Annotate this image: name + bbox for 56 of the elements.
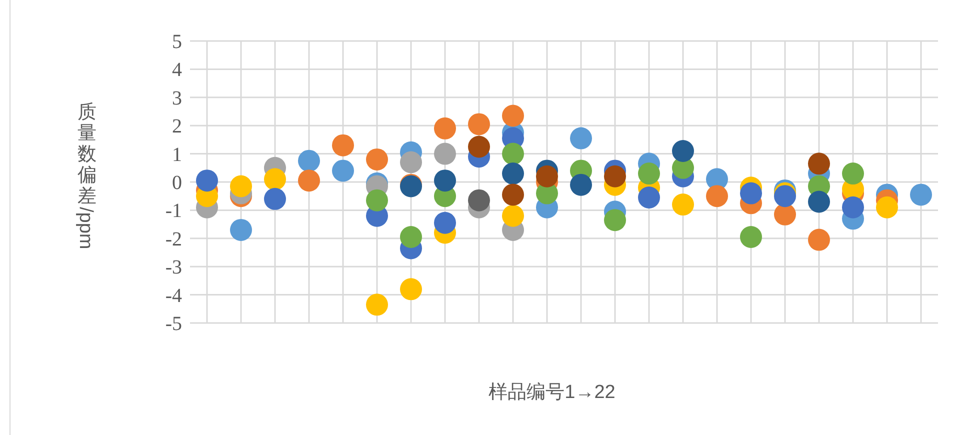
point — [264, 168, 286, 190]
point — [434, 142, 456, 165]
y-tick-label: -1 — [165, 200, 182, 222]
point — [366, 148, 388, 170]
point — [502, 142, 524, 165]
point — [706, 185, 728, 208]
point — [672, 194, 694, 216]
point — [230, 218, 252, 241]
y-tick-label: 4 — [172, 59, 182, 82]
point — [298, 150, 320, 172]
point — [876, 196, 898, 218]
point — [298, 170, 320, 192]
point — [502, 104, 524, 127]
point — [230, 175, 252, 198]
point — [434, 170, 456, 192]
point — [332, 160, 354, 182]
point — [842, 162, 864, 185]
point — [502, 184, 524, 206]
point — [638, 162, 660, 185]
point — [672, 140, 694, 162]
y-tick-label: -2 — [165, 228, 182, 250]
y-axis-title: 质量数偏差/ppm — [75, 102, 96, 250]
point — [910, 184, 932, 206]
point — [502, 162, 524, 185]
y-tick-label: -5 — [165, 313, 182, 335]
point — [400, 278, 422, 300]
x-axis-title: 样品编号1→22 — [488, 382, 616, 403]
y-tick-label: -3 — [165, 256, 182, 279]
point — [366, 294, 388, 316]
point — [468, 136, 490, 158]
point — [808, 190, 830, 213]
point — [400, 226, 422, 248]
point — [264, 188, 286, 210]
point — [740, 226, 762, 248]
y-tick-label: 2 — [172, 116, 182, 138]
point — [570, 174, 592, 196]
point — [332, 134, 354, 156]
point — [366, 189, 388, 212]
point — [638, 186, 660, 209]
point — [502, 204, 524, 227]
point — [604, 165, 626, 188]
point — [434, 117, 456, 140]
y-tick-label: 5 — [172, 31, 182, 53]
point — [468, 113, 490, 136]
point — [808, 228, 830, 251]
y-tick-label: 1 — [172, 144, 182, 166]
y-tick-label: 3 — [172, 87, 182, 110]
point — [400, 151, 422, 174]
point — [740, 182, 762, 204]
y-tick-label: 0 — [172, 172, 182, 194]
y-tick-label: -4 — [165, 284, 182, 307]
point — [604, 209, 626, 232]
point — [774, 203, 796, 226]
point — [570, 127, 592, 150]
point — [434, 212, 456, 234]
point — [808, 152, 830, 175]
